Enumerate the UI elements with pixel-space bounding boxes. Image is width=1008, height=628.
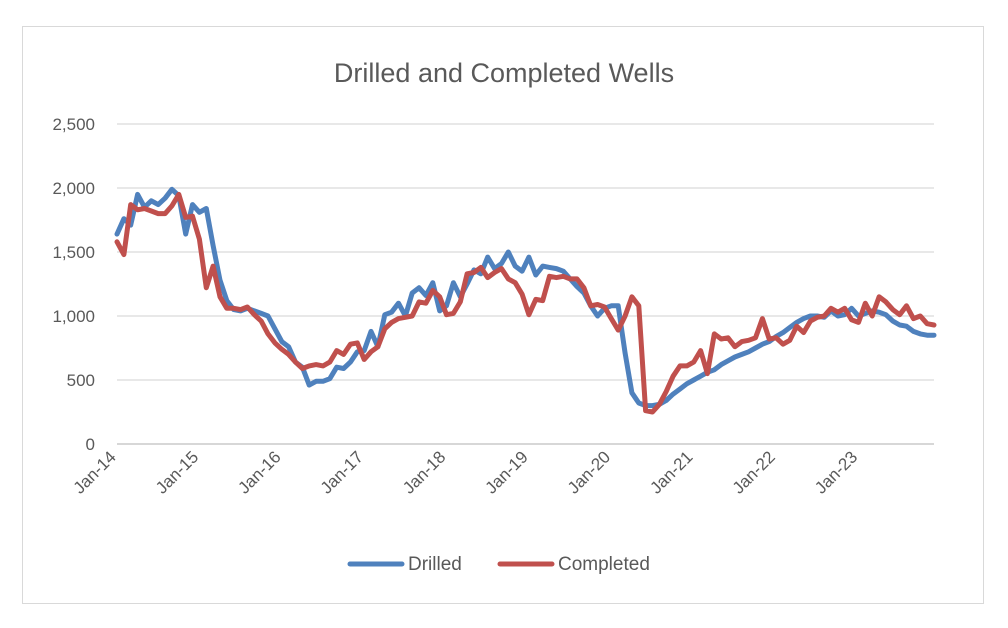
y-tick-label: 500 (67, 371, 95, 390)
gridlines (117, 123, 934, 445)
x-tick-label: Jan-20 (564, 447, 614, 497)
x-tick-label: Jan-14 (70, 447, 120, 497)
x-tick-label: Jan-18 (399, 447, 449, 497)
x-tick-label: Jan-23 (811, 447, 861, 497)
x-axis-ticks: Jan-14 Jan-15 Jan-16 Jan-17 Jan-18 Jan-19 Jan-… (70, 447, 862, 497)
x-tick-label: Jan-17 (317, 447, 367, 497)
x-tick-label: Jan-16 (234, 447, 284, 497)
legend-label-drilled: Drilled (408, 554, 462, 575)
legend-label-completed: Completed (558, 554, 650, 575)
y-tick-label: 0 (86, 435, 95, 454)
y-tick-label: 1,500 (52, 243, 95, 262)
x-tick-label: Jan-22 (729, 447, 779, 497)
y-tick-label: 2,000 (52, 179, 95, 198)
legend: Drilled Completed (347, 554, 650, 575)
x-tick-label: Jan-15 (152, 447, 202, 497)
chart-title: Drilled and Completed Wells (334, 58, 674, 88)
y-axis-ticks: 0 500 1,000 1,500 2,000 2,500 (52, 115, 95, 454)
x-tick-label: Jan-19 (482, 447, 532, 497)
y-tick-label: 2,500 (52, 115, 95, 134)
series-lines (114, 186, 937, 415)
y-tick-label: 1,000 (52, 307, 95, 326)
series-line-completed (114, 191, 937, 415)
x-tick-label: Jan-21 (646, 447, 696, 497)
